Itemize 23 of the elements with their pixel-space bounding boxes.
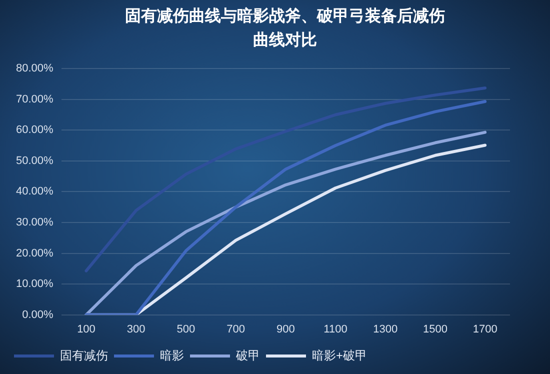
chart-title: 固有减伤曲线与暗影战斧、破甲弓装备后减伤曲线对比 [124,5,446,51]
y-tick-label: 80.00% [16,62,54,75]
x-tick-label: 300 [126,323,146,336]
legend-label: 暗影 [160,348,184,362]
y-tick-label: 0.00% [22,308,54,321]
y-tick-label: 70.00% [16,93,54,106]
x-tick-label: 900 [276,323,295,336]
x-tick-label: 500 [176,323,196,336]
y-tick-label: 50.00% [16,154,54,167]
y-tick-label: 20.00% [16,247,54,260]
x-tick-label: 1100 [324,323,348,336]
x-tick-label: 1300 [373,323,398,336]
x-tick-label: 1700 [472,323,498,336]
legend-label: 破甲 [235,348,260,362]
y-tick-label: 40.00% [16,186,54,198]
legend-label: 暗影+破甲 [312,348,368,362]
x-tick-label: 100 [77,323,96,336]
y-tick-label: 10.00% [16,278,54,290]
y-tick-label: 60.00% [16,124,54,136]
x-tick-label: 1500 [422,323,448,336]
y-tick-label: 30.00% [16,216,54,229]
legend-label: 固有减伤 [60,348,108,362]
x-tick-label: 700 [226,323,245,336]
